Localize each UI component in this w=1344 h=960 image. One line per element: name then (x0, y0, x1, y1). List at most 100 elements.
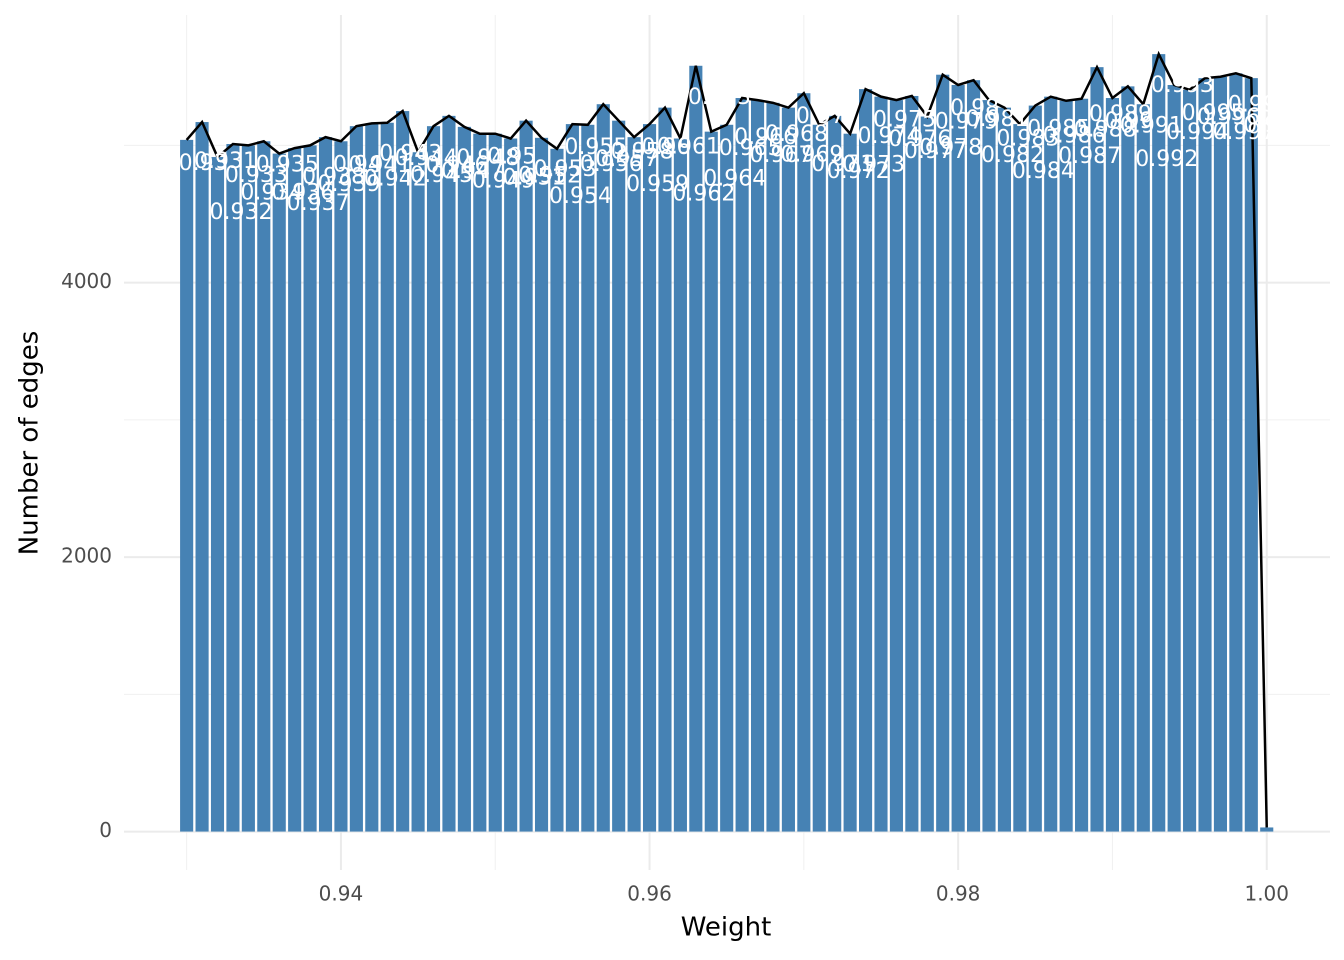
bar (473, 133, 487, 832)
point-label: 0.972 (827, 159, 890, 184)
bar (442, 115, 456, 832)
point-label: 0.984 (1012, 159, 1075, 184)
point-label: 0.983 (996, 127, 1059, 152)
point-label: 0.996 (1197, 105, 1260, 130)
bar (612, 120, 626, 832)
bar (596, 104, 610, 832)
point-label: 0.942 (364, 166, 427, 191)
bar (1105, 98, 1119, 832)
point-label: 0.968 (765, 122, 828, 147)
point-label: 0.97 (796, 104, 845, 129)
bar (1167, 84, 1181, 832)
point-label: 0.985 (1027, 117, 1090, 142)
bar (426, 126, 441, 832)
point-label: 0.99 (1104, 109, 1153, 134)
bar (859, 89, 873, 832)
bar (180, 139, 194, 832)
bar (257, 141, 271, 832)
point-label: 0.973 (842, 153, 905, 178)
point-label: 0.964 (703, 167, 766, 192)
point-label: 0.931 (194, 149, 257, 174)
bar (951, 84, 965, 832)
bar (781, 107, 795, 832)
bar (195, 122, 209, 832)
x-tick-label: 0.94 (319, 882, 364, 906)
point-label: 0.95 (487, 145, 536, 170)
bar (365, 123, 379, 832)
point-label: 0.945 (410, 163, 473, 188)
bar (380, 122, 394, 832)
point-label: 0.958 (611, 140, 674, 165)
point-label: 0.993 (1151, 73, 1214, 98)
point-label: 0.941 (348, 153, 411, 178)
point-label: 0.949 (472, 169, 535, 194)
point-label: 0.937 (287, 191, 350, 216)
bar (226, 144, 240, 832)
bar (1213, 76, 1228, 832)
bar (889, 100, 903, 832)
bar (797, 93, 811, 832)
bar (1044, 96, 1058, 832)
bar (318, 137, 333, 832)
point-label: 0.93 (179, 151, 228, 176)
bar (920, 116, 934, 832)
point-label: 0.963 (688, 85, 751, 110)
point-label: 0.946 (426, 153, 489, 178)
bar (673, 138, 687, 832)
bar (457, 126, 471, 832)
point-label: 0.989 (1089, 102, 1152, 127)
point-label: 0.959 (626, 172, 689, 197)
bar (1090, 67, 1104, 832)
point-label: 0.974 (858, 124, 921, 149)
bar (874, 96, 888, 832)
bar (1229, 73, 1243, 832)
point-label: 0.961 (657, 135, 720, 160)
y-axis-title: Number of edges (15, 331, 45, 556)
bar (411, 152, 425, 832)
bar (1136, 104, 1150, 832)
point-label: 0.978 (919, 136, 982, 161)
point-label: 0.951 (503, 166, 566, 191)
bar (812, 124, 826, 832)
point-label: 0.935 (256, 152, 319, 177)
bar (1198, 78, 1212, 832)
bar (334, 141, 348, 832)
point-label: 0.939 (318, 172, 381, 197)
bar (396, 111, 410, 832)
point-label: 0.952 (518, 164, 581, 189)
bar (272, 153, 286, 832)
line (185, 50, 1268, 828)
point-label: 0.991 (1120, 113, 1183, 138)
bar (627, 137, 641, 832)
bar (504, 138, 518, 832)
point-label: 0.932 (210, 200, 273, 225)
point-label: 0.988 (1074, 118, 1137, 143)
bar (967, 80, 981, 832)
point-label: 0.982 (981, 143, 1044, 168)
point-label: 0.938 (302, 164, 365, 189)
bar (1059, 100, 1073, 832)
bar (349, 126, 363, 832)
bar (303, 145, 317, 832)
point-label: 0.971 (811, 152, 874, 177)
bar (241, 145, 255, 832)
point-label: 0.999 (1243, 113, 1306, 138)
point-label: 0.934 (240, 180, 303, 205)
x-tick-label: 0.96 (627, 882, 672, 906)
bar (735, 98, 749, 832)
bar (1028, 105, 1042, 832)
bar (936, 74, 950, 832)
point-label: 0.933 (225, 163, 288, 188)
point-label: 0.944 (395, 146, 458, 171)
bar (210, 157, 225, 832)
point-label: 0.943 (379, 142, 442, 167)
bar (288, 148, 302, 832)
point-label: 0.981 (966, 107, 1029, 132)
point-label: 0.997 (1212, 120, 1275, 145)
bar (550, 148, 564, 832)
bar (1013, 124, 1027, 832)
point-label: 0.98 (950, 96, 999, 121)
point-label: 0.976 (888, 127, 951, 152)
bar (843, 133, 857, 832)
